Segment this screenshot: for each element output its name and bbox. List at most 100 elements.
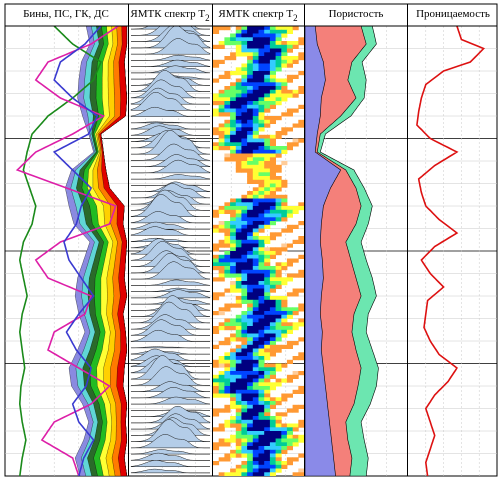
spectrum-cell [269, 104, 276, 109]
spectrum-cell [264, 149, 271, 154]
spectrum-cell [235, 326, 242, 331]
spectrum-cell [247, 209, 254, 214]
spectrum-cell [264, 277, 271, 282]
spectrum-cell [230, 393, 237, 398]
spectrum-cell [281, 26, 288, 31]
spectrum-cell [235, 224, 242, 229]
spectrum-cell [247, 97, 254, 102]
spectrum-cell [258, 408, 265, 413]
spectrum-cell [241, 202, 248, 207]
spectrum-cell [269, 273, 276, 278]
spectrum-cell [224, 352, 231, 357]
spectrum-cell [247, 434, 254, 439]
spectrum-cell [241, 228, 248, 233]
spectrum-cell [298, 269, 304, 274]
spectrum-cell [286, 213, 293, 218]
spectrum-cell [292, 472, 299, 476]
spectrum-cell [252, 453, 259, 458]
spectrum-cell [252, 288, 259, 293]
spectrum-cell [218, 59, 225, 64]
spectrum-cell [264, 157, 271, 162]
spectrum-cell [252, 74, 259, 79]
spectrum-cell [269, 333, 276, 338]
spectrum-cell [247, 371, 254, 376]
spectrum-cell [292, 288, 299, 293]
spectrum-cell [258, 89, 265, 94]
spectrum-cell [230, 213, 237, 218]
spectrum-cell [275, 131, 282, 136]
spectrum-cell [258, 119, 265, 124]
spectrum-cell [264, 67, 271, 72]
spectrum-cell [235, 153, 242, 158]
spectrum-cell [269, 314, 276, 319]
spectrum-cell [258, 86, 265, 91]
spectrum-cell [281, 93, 288, 98]
spectrum-cell [224, 356, 231, 361]
spectrum-cell [218, 131, 225, 136]
spectrum-cell [213, 329, 220, 334]
spectrum-cell [252, 56, 259, 61]
spectrum-cell [258, 281, 265, 286]
spectrum-cell [258, 213, 265, 218]
spectrum-cell [269, 176, 276, 181]
spectrum-cell [269, 153, 276, 158]
spectrum-cell [252, 292, 259, 297]
spectrum-cell [235, 427, 242, 432]
spectrum-cell [230, 119, 237, 124]
spectrum-cell [264, 363, 271, 368]
spectrum-cell [218, 101, 225, 106]
spectrum-cell [275, 423, 282, 428]
spectrum-cell [241, 434, 248, 439]
spectrum-cell [224, 56, 231, 61]
spectrum-cell [264, 198, 271, 203]
spectrum-cell [247, 303, 254, 308]
spectrum-cell [269, 299, 276, 304]
spectrum-cell [235, 149, 242, 154]
spectrum-cell [241, 431, 248, 436]
spectrum-wave [130, 130, 211, 155]
spectrum-cell [235, 209, 242, 214]
spectrum-cell [286, 41, 293, 46]
spectrum-cell [258, 191, 265, 196]
spectrum-cell [247, 63, 254, 68]
spectrum-cell [241, 52, 248, 57]
spectrum-cell [241, 63, 248, 68]
spectrum-cell [213, 359, 220, 364]
spectrum-cell [258, 404, 265, 409]
spectrum-cell [264, 239, 271, 244]
spectrum-cell [252, 142, 259, 147]
spectrum-cell [241, 116, 248, 121]
spectrum-cell [275, 363, 282, 368]
spectrum-cell [269, 386, 276, 391]
spectrum-cell [235, 374, 242, 379]
spectrum-wave [130, 319, 210, 336]
spectrum-cell [218, 382, 225, 387]
spectrum-cell [264, 71, 271, 76]
spectrum-cell [275, 296, 282, 301]
spectrum-wave [130, 346, 210, 349]
spectrum-cell [269, 209, 276, 214]
spectrum-cell [218, 277, 225, 282]
spectrum-cell [258, 314, 265, 319]
spectrum-cell [218, 206, 225, 211]
spectrum-cell [269, 352, 276, 357]
spectrum-cell [213, 131, 220, 136]
spectrum-cell [241, 164, 248, 169]
spectrum-cell [275, 277, 282, 282]
spectrum-cell [281, 266, 288, 271]
spectrum-cell [247, 172, 254, 177]
spectrum-cell [241, 404, 248, 409]
spectrum-cell [264, 352, 271, 357]
spectrum-cell [241, 108, 248, 113]
spectrum-cell [230, 318, 237, 323]
spectrum-cell [252, 281, 259, 286]
spectrum-cell [269, 371, 276, 376]
spectrum-cell [218, 127, 225, 132]
spectrum-cell [252, 206, 259, 211]
spectrum-cell [258, 461, 265, 466]
spectrum-cell [275, 153, 282, 158]
spectrum-cell [230, 374, 237, 379]
spectrum-cell [264, 254, 271, 259]
spectrum-cell [247, 194, 254, 199]
